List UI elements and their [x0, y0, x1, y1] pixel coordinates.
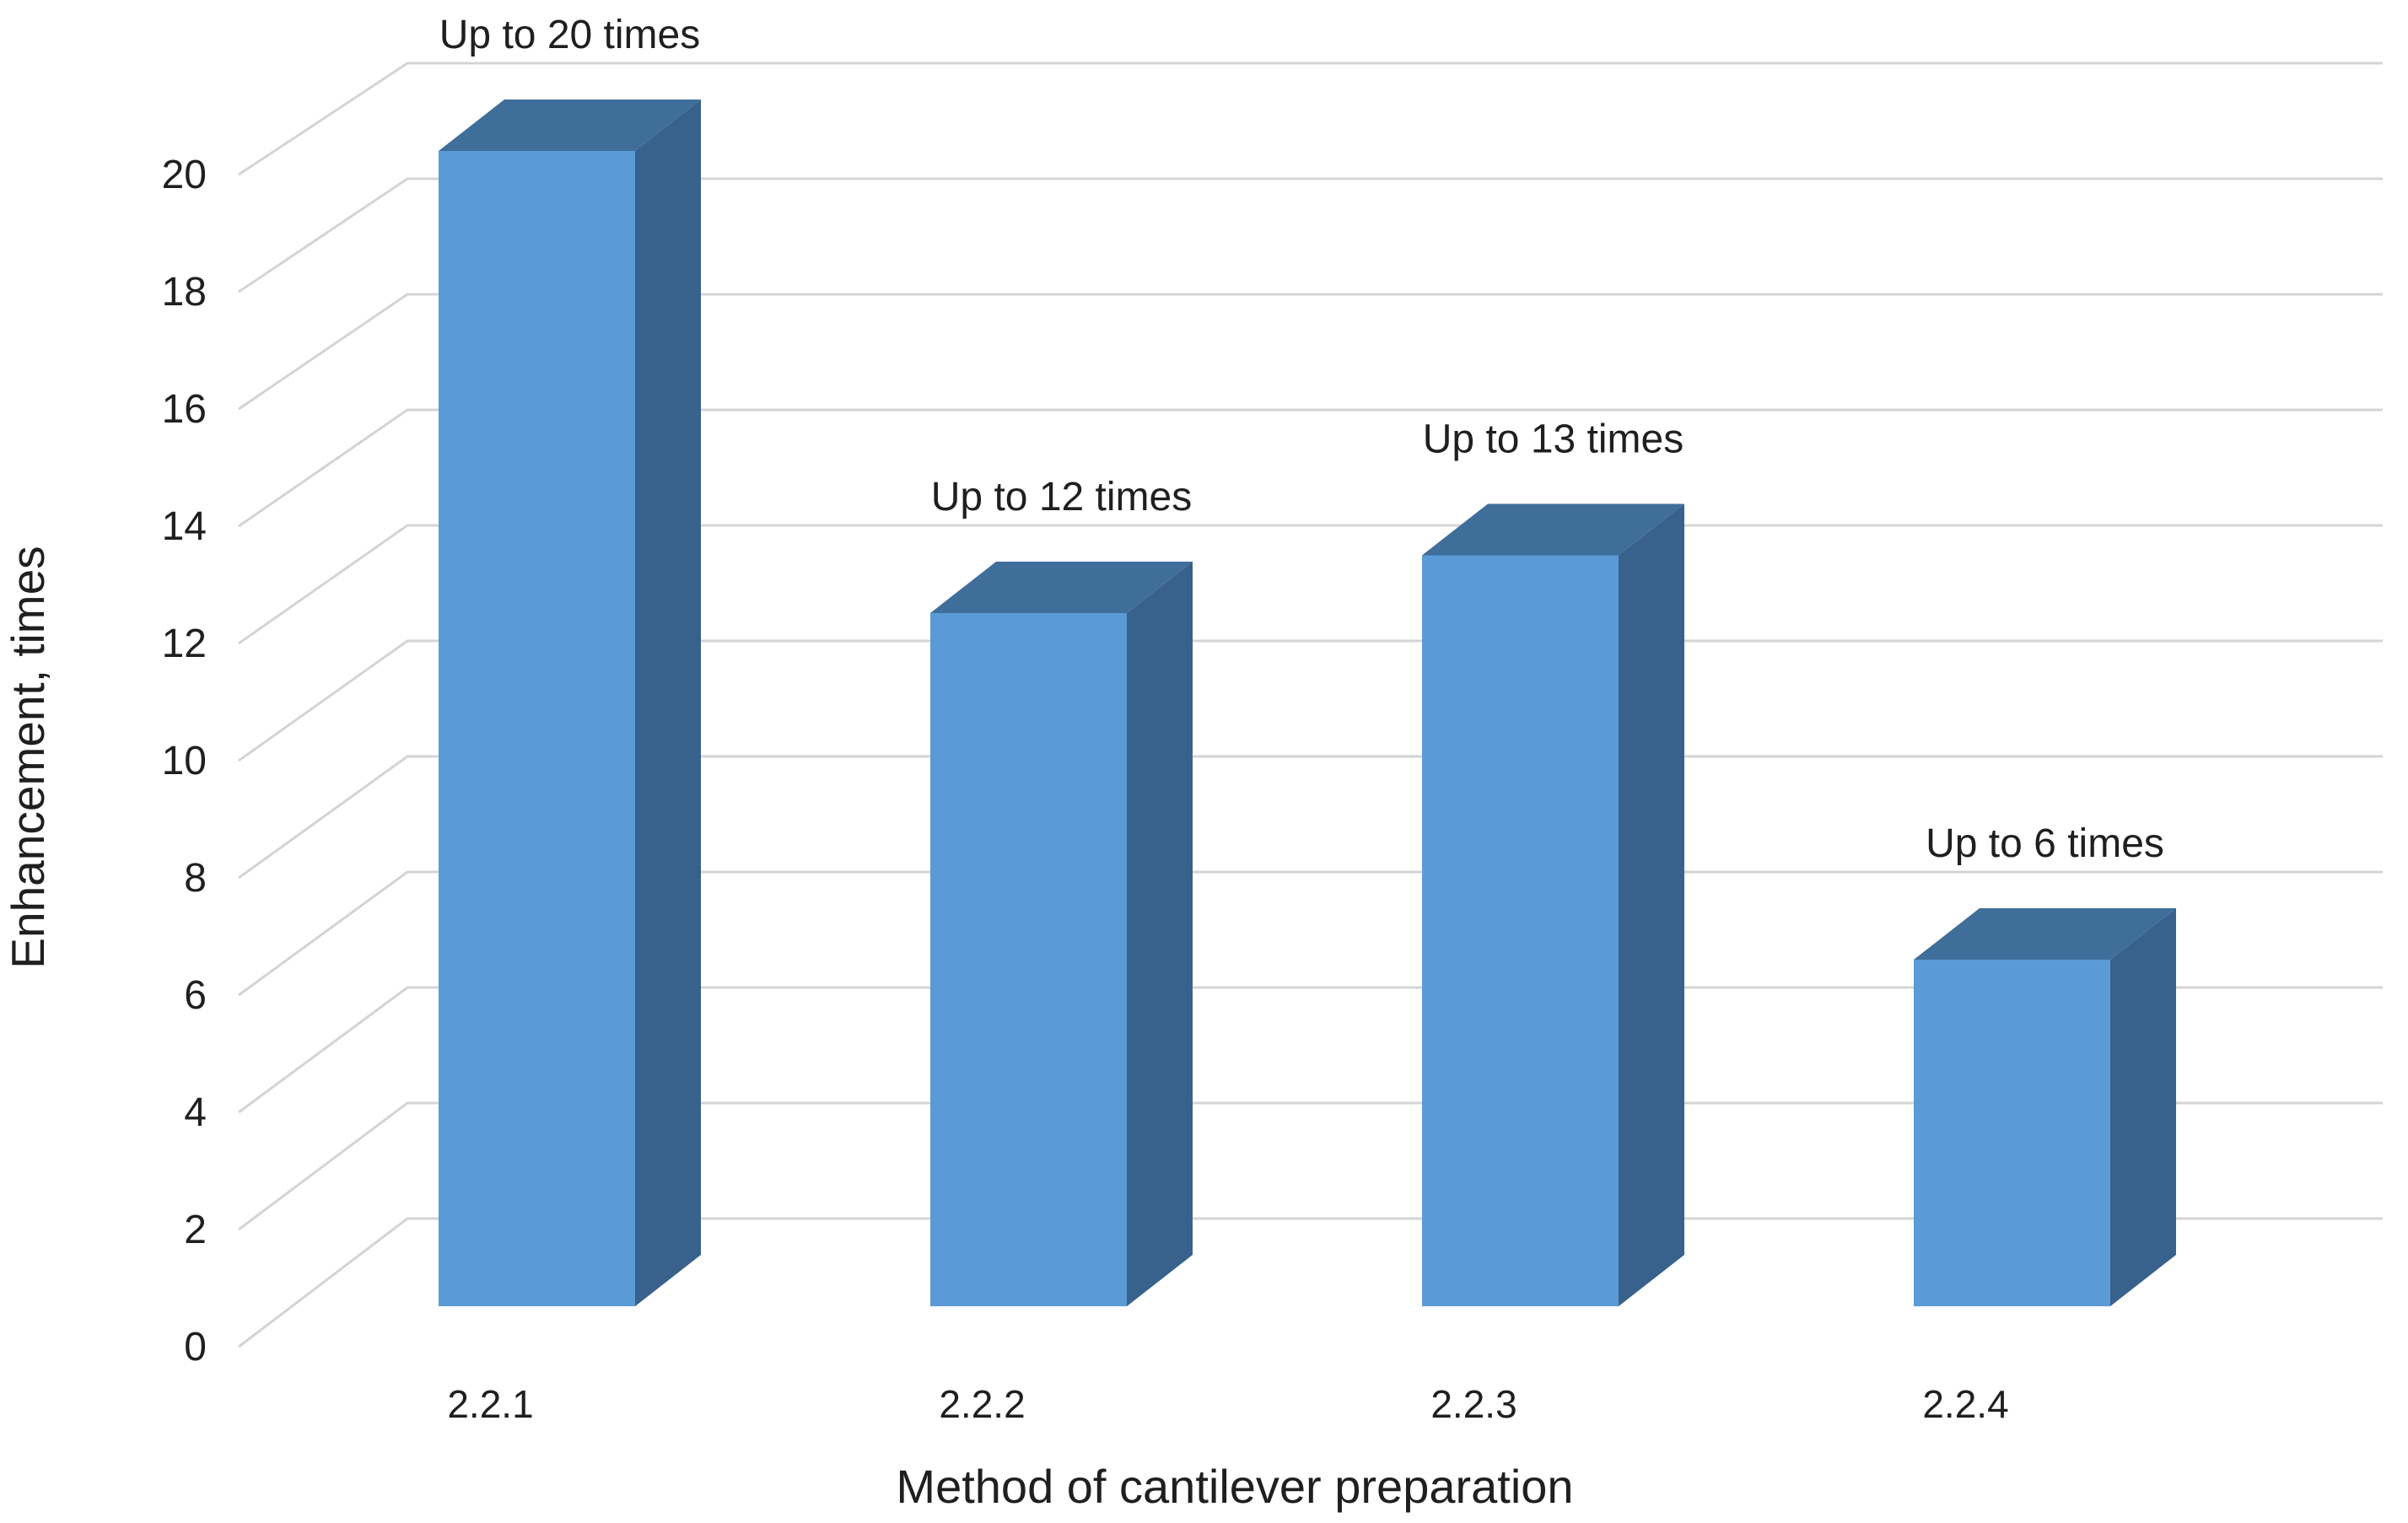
- gridlines: [238, 62, 2383, 1348]
- bar-top-face: [439, 100, 701, 151]
- y-tick-label-14: 14: [162, 504, 207, 549]
- y-axis-title: Enhancement, times: [2, 546, 54, 968]
- bar-side-face: [1619, 503, 1684, 1306]
- bar-value-label-2.2.4: Up to 6 times: [1926, 821, 2164, 866]
- y-tick-label-2: 2: [184, 1208, 207, 1252]
- y-tick-label-20: 20: [162, 153, 207, 197]
- y-tick-label-6: 6: [184, 973, 207, 1018]
- bar-value-label-2.2.3: Up to 13 times: [1423, 417, 1683, 462]
- bar-front-face: [930, 613, 1127, 1306]
- bar-value-labels: Up to 20 times Up to 12 times Up to 13 tim…: [439, 13, 2164, 866]
- gridline-12: [238, 524, 2383, 645]
- bar-2.2.4: [1914, 908, 2176, 1306]
- gridline-20: [238, 62, 2383, 176]
- gridline-6: [238, 870, 2383, 997]
- bar-value-label-2.2.1: Up to 20 times: [439, 13, 700, 57]
- x-tick-label-2.2.2: 2.2.2: [939, 1382, 1025, 1426]
- x-axis-category-labels: 2.2.1 2.2.2 2.2.3 2.2.4: [447, 1382, 2008, 1426]
- gridline-18: [238, 177, 2383, 293]
- bar-side-face: [635, 100, 701, 1306]
- bar-2.2.3: [1422, 503, 1684, 1306]
- bar-2.2.1: [439, 100, 701, 1306]
- gridline-4: [238, 986, 2383, 1114]
- x-tick-label-2.2.1: 2.2.1: [447, 1382, 533, 1426]
- x-tick-label-2.2.4: 2.2.4: [1922, 1382, 2008, 1426]
- y-tick-label-16: 16: [162, 387, 207, 432]
- bar-top-face: [1914, 908, 2176, 960]
- bar-top-face: [930, 562, 1193, 613]
- x-axis-title: Method of cantilever preparation: [896, 1460, 1573, 1513]
- bars: [439, 100, 2176, 1306]
- bar-value-label-2.2.2: Up to 12 times: [931, 475, 1192, 519]
- bar-side-face: [2110, 908, 2176, 1306]
- y-tick-label-8: 8: [184, 856, 207, 901]
- bar-top-face: [1422, 503, 1684, 556]
- gridline-14: [238, 408, 2383, 528]
- gridline-0: [238, 1217, 2383, 1348]
- y-tick-label-4: 4: [184, 1090, 207, 1135]
- y-tick-label-12: 12: [162, 622, 207, 666]
- bar-front-face: [439, 151, 635, 1306]
- x-tick-label-2.2.3: 2.2.3: [1430, 1382, 1516, 1426]
- bar-side-face: [1127, 562, 1193, 1306]
- gridline-8: [238, 755, 2383, 880]
- bar-2.2.2: [930, 562, 1193, 1306]
- bar-front-face: [1422, 555, 1619, 1306]
- bar-front-face: [1914, 960, 2110, 1306]
- y-tick-label-18: 18: [162, 270, 207, 315]
- gridline-16: [238, 293, 2383, 411]
- gridline-10: [238, 639, 2383, 762]
- y-tick-label-0: 0: [184, 1325, 207, 1370]
- y-tick-label-10: 10: [162, 739, 207, 783]
- gridline-2: [238, 1101, 2383, 1231]
- y-axis-tick-labels: 0 2 4 6 8 10 12 14 16 18 20: [162, 153, 207, 1370]
